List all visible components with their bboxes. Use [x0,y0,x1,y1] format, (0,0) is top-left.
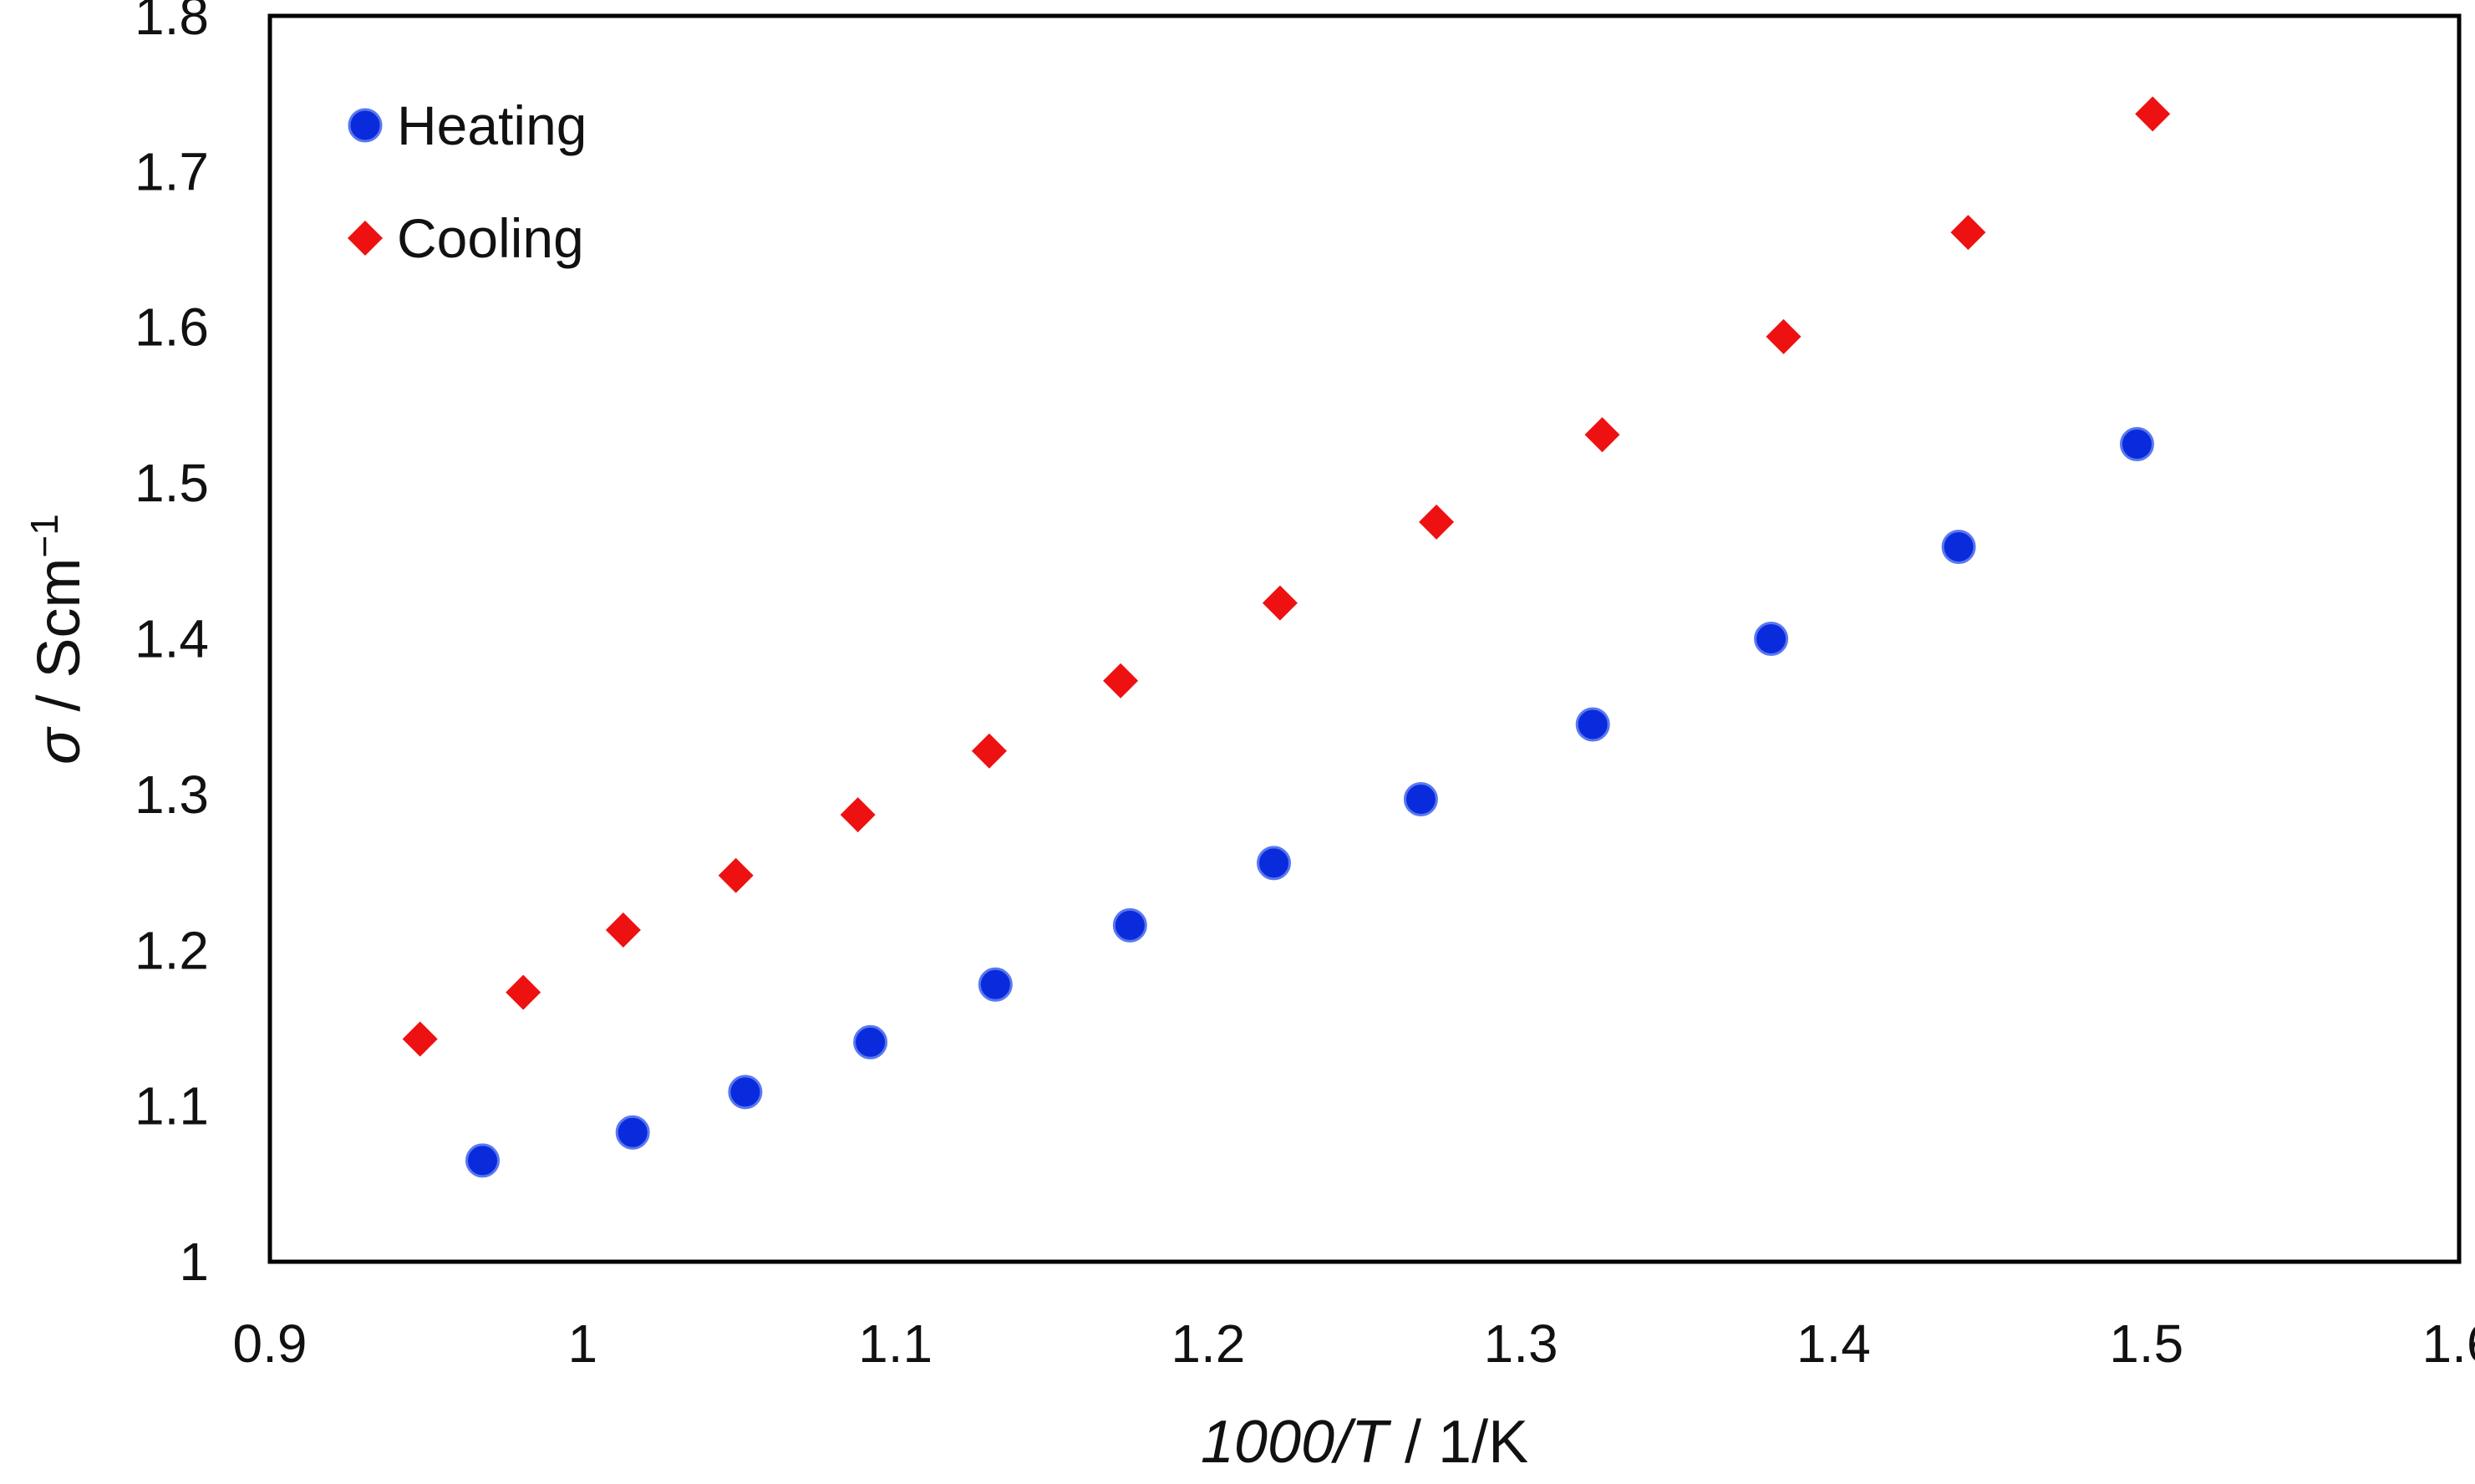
cooling-point [2135,96,2171,132]
cooling-point [718,857,754,893]
heating-point [1257,846,1291,881]
y-axis-title-units: / Scm [26,558,93,729]
heating-point [465,1143,500,1178]
cooling-point [402,1021,438,1057]
heating-point [615,1115,650,1150]
heating-point [853,1024,888,1060]
y-tick-labels: 1 1.1 1.2 1.3 1.4 1.5 1.6 1.7 1.8 [135,0,209,1292]
heating-point [1403,782,1438,816]
x-axis-title-units: / 1/K [1388,1409,1528,1476]
y-tick-label: 1.2 [135,920,209,980]
cooling-point [1103,663,1139,699]
heating-point [2120,427,2154,461]
data-points [402,96,2171,1178]
series-cooling [402,96,2171,1057]
y-axis-title-symbol: σ [26,726,93,765]
x-tick-label: 1.1 [858,1314,933,1374]
cooling-point [605,912,641,948]
cooling-point [1419,504,1455,540]
cooling-point [1766,318,1802,354]
legend-item-cooling: Cooling [348,207,584,269]
x-tick-label: 1.5 [2109,1314,2183,1374]
cooling-point [1262,585,1298,621]
heating-point [1941,530,1976,564]
x-axis-title: 1000/T / 1/K [1201,1409,1528,1476]
cooling-point [971,733,1007,769]
cooling-point [1950,215,1986,251]
cooling-point [1584,417,1620,453]
heating-point [1754,622,1789,656]
legend-label: Heating [397,94,587,156]
x-axis-title-italic: 1000/T [1201,1409,1392,1476]
y-axis-title-superscript: −1 [23,514,66,557]
heating-point [978,967,1013,1002]
y-tick-label: 1.8 [135,0,209,46]
heating-point [1112,907,1147,943]
y-tick-label: 1.6 [135,297,209,358]
x-tick-labels: 0.9 1 1.1 1.2 1.3 1.4 1.5 1.6 [233,1314,2475,1374]
y-tick-label: 1.4 [135,609,209,669]
cooling-point [506,974,541,1010]
plot-frame [267,13,2462,1264]
y-tick-label: 1.5 [135,453,209,513]
legend-item-heating: Heating [348,94,587,156]
legend-marker-circle [348,108,383,143]
heating-point [728,1075,763,1110]
y-tick-label: 1 [179,1232,209,1292]
x-tick-label: 1 [568,1314,598,1374]
y-tick-label: 1.3 [135,765,209,825]
x-tick-label: 1.6 [2422,1314,2475,1374]
series-heating [465,427,2154,1178]
x-tick-label: 1.3 [1484,1314,1558,1374]
y-tick-label: 1.1 [135,1076,209,1136]
y-tick-label: 1.7 [135,141,209,201]
legend: Heating Cooling [348,94,587,269]
legend-label: Cooling [397,207,584,269]
heating-point [1575,707,1610,742]
x-tick-label: 0.9 [233,1314,307,1374]
legend-marker-diamond [348,221,383,256]
y-axis-title: σ / Scm−1 [23,514,93,765]
x-tick-label: 1.4 [1797,1314,1871,1374]
cooling-point [840,797,876,833]
x-tick-label: 1.2 [1171,1314,1245,1374]
